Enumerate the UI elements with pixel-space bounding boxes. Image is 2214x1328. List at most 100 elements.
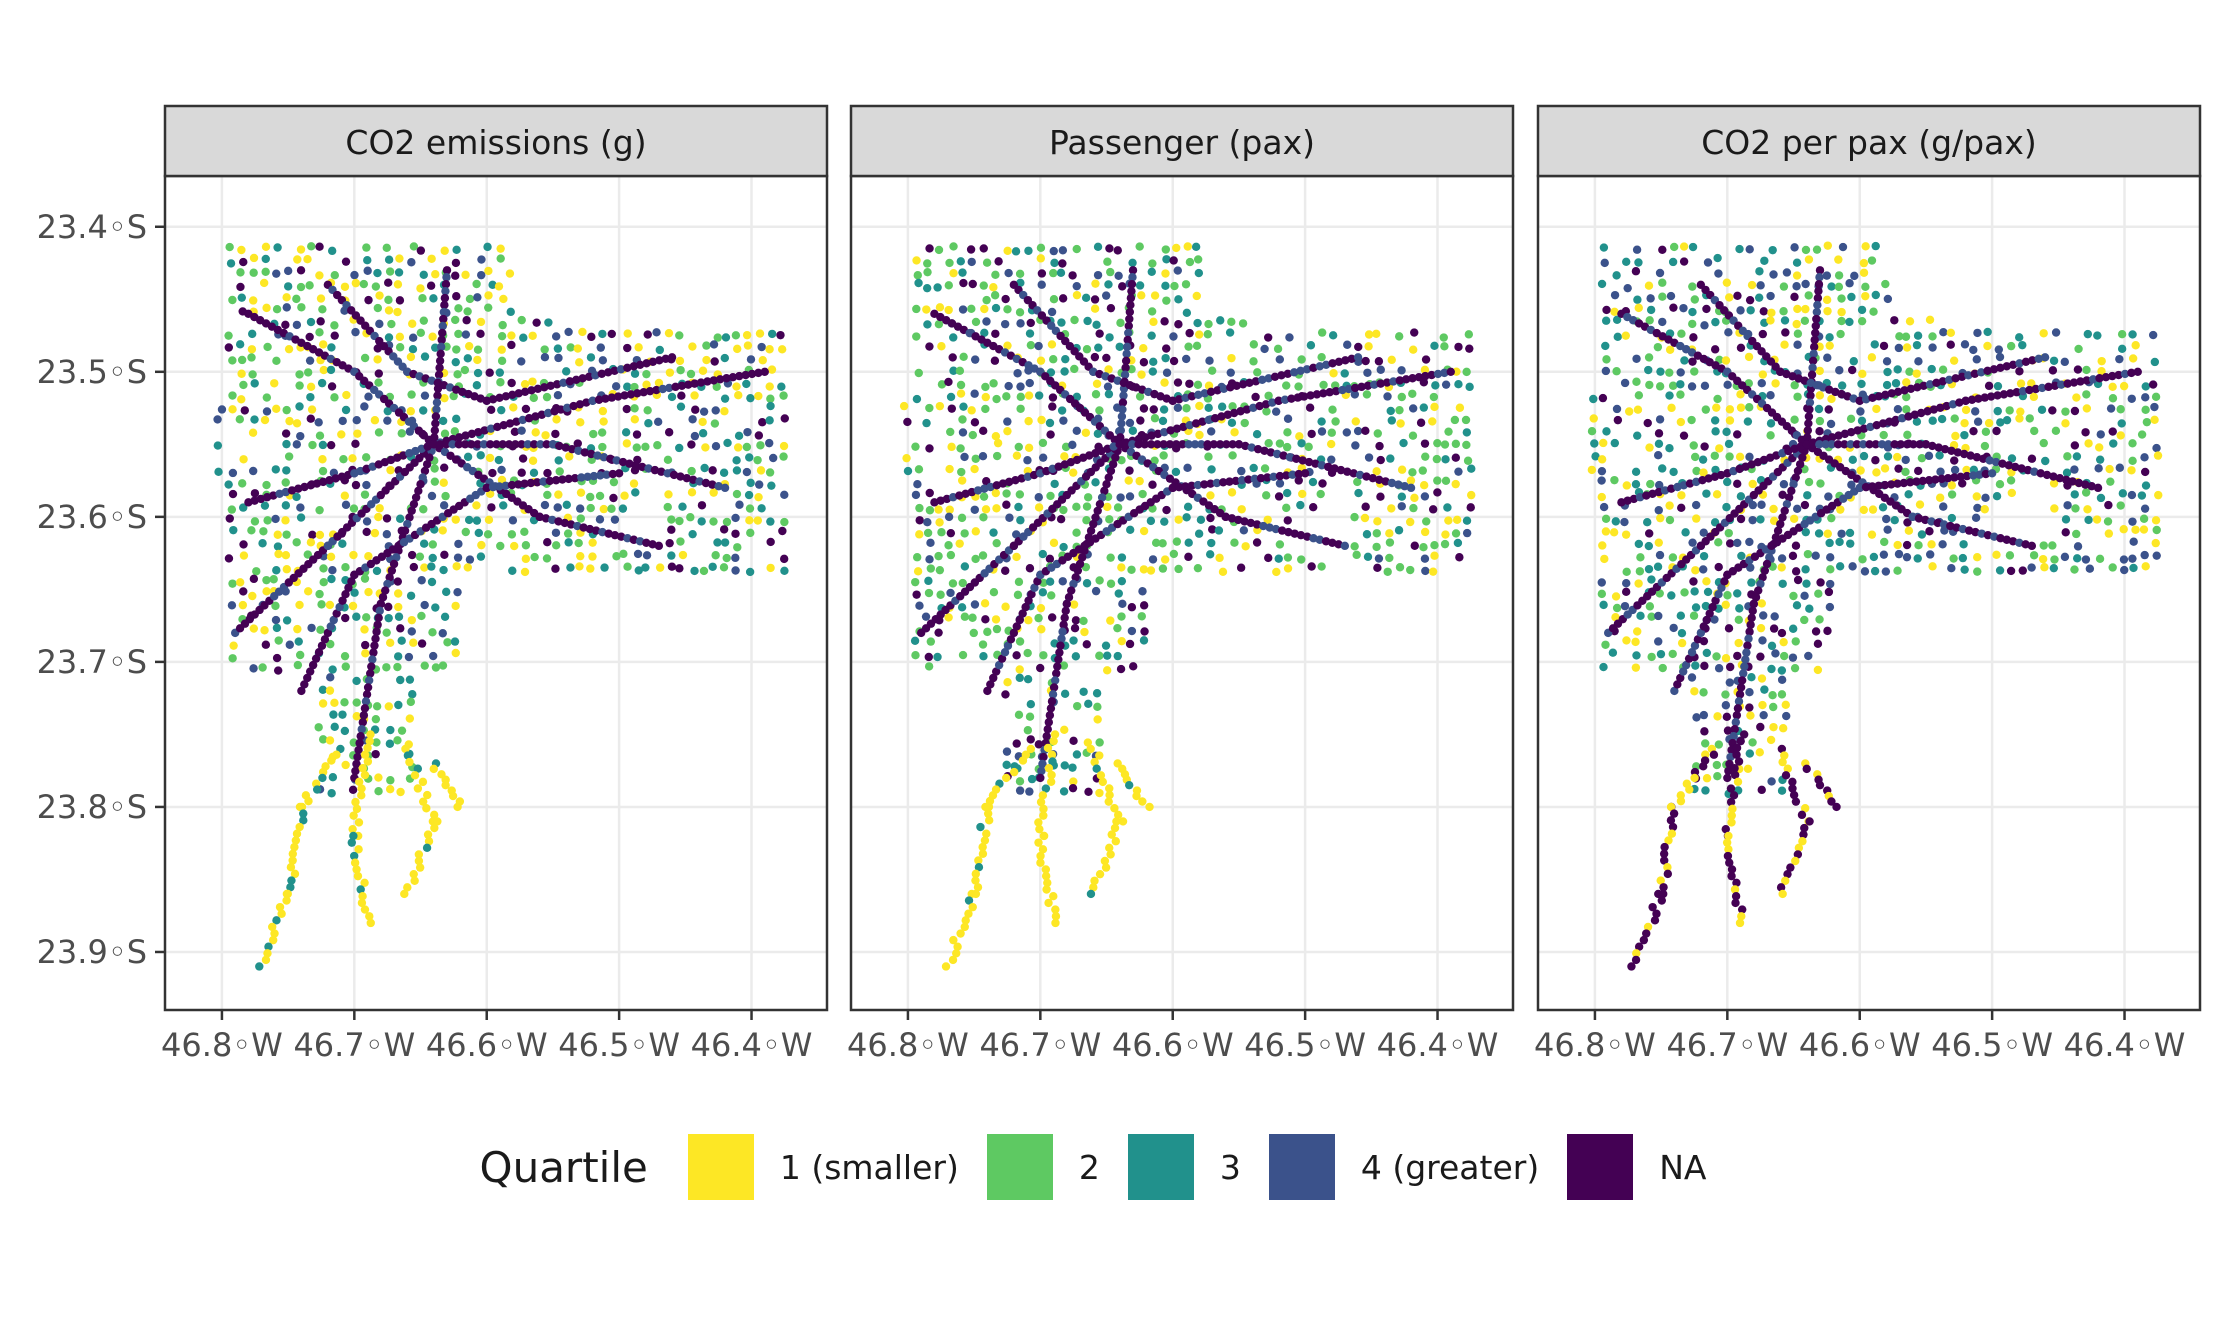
hex-cell — [1679, 242, 1689, 251]
tail-cell — [1041, 871, 1051, 881]
hex-cell — [397, 429, 406, 438]
tail-cell — [1783, 869, 1792, 879]
hex-cell — [394, 602, 403, 612]
hex-cell — [1925, 315, 1935, 324]
hex-cell — [1946, 328, 1956, 337]
road-cell — [493, 422, 502, 432]
hex-cell — [1992, 426, 2001, 436]
road-cell — [2114, 370, 2123, 380]
hex-cell — [407, 615, 417, 625]
hex-cell — [1307, 429, 1316, 439]
road-cell — [1670, 686, 1679, 696]
hex-cell — [1227, 418, 1237, 428]
hex-cell — [1791, 637, 1800, 646]
hex-cell — [551, 564, 560, 573]
road-cell — [1200, 389, 1209, 398]
road-cell — [1789, 480, 1798, 489]
road-cell — [400, 526, 410, 535]
hex-cell — [1624, 407, 1634, 416]
hex-cell — [1867, 256, 1877, 265]
hex-cell — [1702, 577, 1711, 586]
hex-cell — [1441, 380, 1451, 389]
road-cell — [1906, 384, 1916, 394]
hex-cell — [1826, 553, 1835, 562]
hex-cell — [1824, 492, 1833, 501]
hex-cell — [611, 382, 621, 391]
road-cell — [1970, 369, 1979, 379]
hex-cell — [1711, 465, 1720, 475]
hex-cell — [1162, 296, 1171, 305]
hex-cell — [431, 270, 440, 279]
road-cell — [1217, 412, 1226, 421]
hex-cell — [1823, 626, 1832, 636]
hex-cell — [732, 489, 742, 499]
road-cell — [514, 389, 523, 398]
hex-cell — [2139, 514, 2149, 523]
road-cell — [335, 602, 344, 612]
hex-cell — [1601, 527, 1611, 536]
hex-cell — [486, 405, 496, 415]
hex-cell — [1045, 577, 1055, 586]
road-cell — [2015, 359, 2024, 368]
x-tick-label: 46.8◦W — [1534, 1026, 1656, 1064]
road-cell — [1093, 506, 1102, 516]
hex-cell — [1012, 530, 1021, 539]
hex-cell — [420, 661, 429, 670]
hex-cell — [1745, 687, 1754, 697]
hex-cell — [676, 537, 685, 546]
road-cell — [1999, 390, 2009, 399]
road-cell — [433, 391, 442, 400]
hex-cell — [1283, 414, 1293, 423]
hex-cell — [249, 624, 259, 633]
hex-cell — [1792, 271, 1802, 280]
hex-cell — [374, 786, 383, 796]
road-cell — [1720, 577, 1729, 586]
road-cell — [498, 440, 507, 449]
hex-cell — [485, 368, 494, 377]
hex-cell — [1993, 381, 2003, 391]
hex-cell — [1023, 648, 1032, 658]
hex-cell — [465, 294, 475, 304]
hex-cell — [1385, 553, 1394, 563]
hex-cell — [483, 242, 492, 252]
hex-cell — [2153, 451, 2163, 460]
hex-cell — [1702, 489, 1711, 498]
road-cell — [1446, 367, 1455, 377]
hex-cell — [1036, 663, 1045, 673]
hex-cell — [1789, 591, 1798, 601]
hex-cell — [1665, 443, 1674, 453]
hex-cell — [316, 317, 325, 326]
hex-cell — [1227, 317, 1236, 327]
hex-cell — [575, 562, 584, 571]
road-cell — [514, 480, 523, 489]
hex-cell — [925, 488, 934, 498]
road-cell — [1095, 499, 1105, 509]
hex-cell — [1173, 403, 1183, 412]
hex-cell — [723, 438, 732, 448]
hex-cell — [249, 664, 258, 673]
road-cell — [1111, 453, 1120, 462]
hex-cell — [440, 429, 450, 438]
hex-cell — [2072, 393, 2081, 402]
hex-cell — [1711, 427, 1720, 436]
hex-cell — [2117, 330, 2127, 339]
road-cell — [1812, 314, 1821, 324]
hex-cell — [1429, 392, 1439, 402]
hex-cell — [2115, 463, 2125, 472]
hex-cell — [1867, 353, 1877, 362]
hex-cell — [239, 455, 248, 464]
hex-cell — [473, 355, 482, 365]
hex-cell — [1467, 490, 1476, 500]
hex-cell — [1811, 551, 1820, 560]
hex-cell — [778, 526, 787, 536]
tail-cell — [282, 889, 292, 899]
tail-cell — [1709, 750, 1719, 759]
hex-cell — [1249, 340, 1259, 349]
hex-cell — [948, 579, 958, 588]
tail-cell — [971, 889, 981, 899]
hex-cell — [1724, 528, 1733, 538]
hex-cell — [1760, 685, 1769, 694]
road-cell — [1218, 478, 1228, 487]
hex-cell — [1441, 476, 1451, 486]
hex-cell — [2060, 357, 2069, 367]
